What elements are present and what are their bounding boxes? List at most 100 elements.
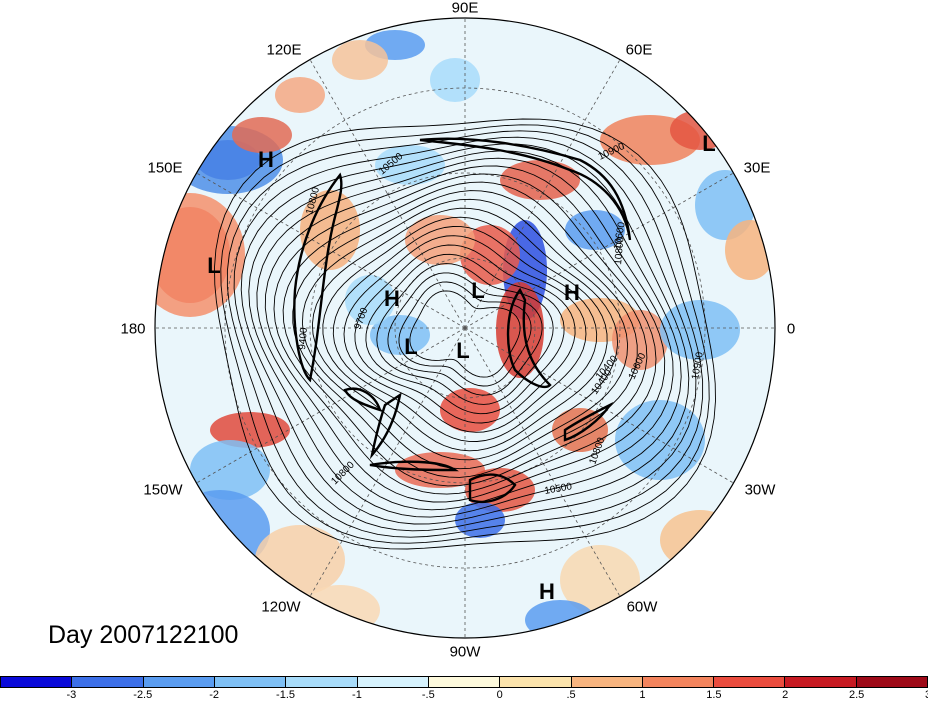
anomaly-patch bbox=[255, 525, 345, 595]
colorbar-swatch bbox=[785, 677, 857, 687]
jet-contour bbox=[369, 460, 459, 472]
lon-label-30w: 30W bbox=[744, 481, 776, 499]
meridian-line bbox=[309, 59, 466, 329]
colorbar-tick-label: .5 bbox=[566, 689, 576, 701]
colorbar-swatch bbox=[714, 677, 786, 687]
colorbar-swatch bbox=[286, 677, 358, 687]
height-contour bbox=[214, 118, 716, 550]
anomaly-patch bbox=[440, 388, 500, 432]
colorbar-tick-label: 1.5 bbox=[706, 689, 722, 701]
colorbar-swatch bbox=[214, 677, 287, 687]
anomaly-patch bbox=[695, 170, 755, 240]
meridian-line bbox=[309, 327, 466, 597]
colorbar-swatch bbox=[357, 677, 429, 687]
colorbar-tick-label: 2 bbox=[782, 689, 789, 701]
lon-label-90e: 90E bbox=[451, 0, 479, 17]
height-contour bbox=[264, 165, 666, 503]
colorbar-tick-label: -.5 bbox=[421, 689, 435, 701]
contour-value-label: 10600 bbox=[612, 221, 628, 251]
colorbar-swatch bbox=[856, 677, 928, 687]
colorbar-tick-label: -3 bbox=[66, 689, 77, 701]
anomaly-patch bbox=[565, 210, 625, 250]
low-pressure-label: L bbox=[207, 253, 221, 278]
jet-contour bbox=[293, 172, 343, 383]
anomaly-patch bbox=[170, 490, 270, 570]
contour-value-label: 10500 bbox=[544, 481, 574, 497]
anomaly-patch bbox=[345, 275, 395, 325]
anomaly-patch bbox=[332, 40, 388, 80]
anomaly-patch bbox=[210, 412, 290, 448]
anomaly-patch bbox=[430, 58, 480, 102]
anomaly-patch bbox=[670, 110, 730, 150]
jet-contour bbox=[369, 392, 402, 460]
jet-contour bbox=[419, 137, 632, 241]
anomaly-patch bbox=[455, 502, 505, 538]
colorbar-tick-label: 3 bbox=[925, 689, 928, 701]
colorbar-swatch bbox=[143, 677, 215, 687]
height-contour bbox=[220, 124, 710, 544]
anomaly-patch bbox=[525, 600, 595, 638]
low-pressure-label: L bbox=[702, 131, 716, 156]
meridian-line bbox=[464, 327, 734, 484]
high-pressure-label: H bbox=[258, 147, 274, 172]
low-pressure-label: L bbox=[404, 334, 418, 359]
colorbar-tick-label: -1 bbox=[352, 689, 362, 701]
meridian-line bbox=[196, 327, 466, 484]
lon-label-150e: 150E bbox=[147, 159, 183, 177]
lon-label-0: 0 bbox=[786, 320, 796, 338]
lon-label-180: 180 bbox=[120, 320, 146, 338]
meridian-line bbox=[464, 59, 621, 329]
anomaly-patch bbox=[500, 160, 580, 200]
latitude-circle bbox=[394, 257, 536, 399]
height-contour bbox=[409, 290, 521, 378]
colorbar-tick-label: 1 bbox=[639, 689, 646, 701]
colorbar-swatch bbox=[642, 677, 715, 687]
colorbar-tick-label: -2.5 bbox=[133, 689, 153, 701]
height-contour bbox=[322, 216, 608, 452]
colorbar bbox=[0, 676, 928, 688]
anomaly-patch bbox=[615, 400, 705, 480]
high-pressure-label: H bbox=[384, 286, 400, 311]
anomaly-patch bbox=[725, 220, 775, 280]
low-pressure-label: L bbox=[456, 338, 470, 363]
height-contour bbox=[226, 130, 704, 538]
colorbar-swatch bbox=[1, 677, 73, 687]
height-contour bbox=[292, 190, 638, 478]
lon-label-60w: 60W bbox=[626, 598, 658, 616]
colorbar-tick-label: -2 bbox=[209, 689, 220, 701]
contour-value-label: 10900 bbox=[690, 351, 706, 381]
height-contours bbox=[214, 118, 716, 550]
height-contour bbox=[273, 173, 657, 495]
height-contour bbox=[301, 198, 629, 470]
height-contour bbox=[398, 281, 532, 387]
lon-label-90w: 90W bbox=[449, 643, 481, 661]
height-contour bbox=[256, 157, 674, 511]
height-contour bbox=[311, 207, 619, 461]
jet-contour bbox=[468, 473, 517, 504]
height-contour bbox=[332, 226, 598, 442]
colorbar-swatch bbox=[571, 677, 643, 687]
colorbar-tick-label: -1.5 bbox=[276, 689, 296, 701]
meridian-line bbox=[464, 327, 621, 597]
map-border bbox=[154, 17, 776, 639]
colorbar-swatch bbox=[500, 677, 572, 687]
height-contour bbox=[343, 235, 587, 433]
lon-label-30e: 30E bbox=[743, 159, 771, 177]
height-contour bbox=[233, 136, 697, 532]
height-contour bbox=[282, 181, 648, 487]
anomaly-patch bbox=[190, 440, 270, 500]
colorbar-swatch bbox=[428, 677, 501, 687]
contour-value-label: 9400 bbox=[297, 327, 310, 351]
anomaly-patch bbox=[660, 510, 740, 570]
colorbar-tick-label: 0 bbox=[496, 689, 503, 701]
anomaly-patch bbox=[275, 77, 325, 113]
colorbar-tick-label: 2.5 bbox=[848, 689, 865, 701]
latitude-circle bbox=[309, 172, 621, 484]
height-contour bbox=[376, 263, 554, 405]
low-pressure-label: L bbox=[471, 278, 485, 303]
contour-value-label: 10800 bbox=[613, 236, 626, 265]
high-pressure-label: H bbox=[564, 280, 580, 305]
lon-label-60e: 60E bbox=[625, 41, 653, 59]
jet-contour bbox=[506, 287, 552, 389]
